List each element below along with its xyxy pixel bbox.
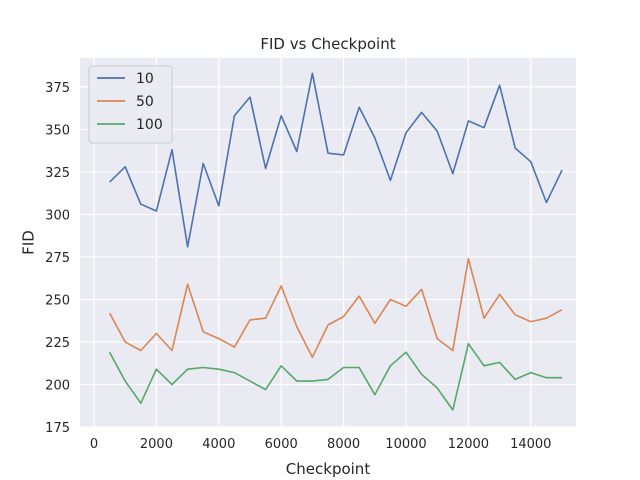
grid-lines [80,58,576,428]
y-tick-label: 175 [45,421,70,436]
x-tick-label: 2000 [140,437,173,452]
x-tick-label: 14000 [510,437,551,452]
y-tick-label: 300 [45,208,70,223]
series-line-10 [109,72,563,248]
y-axis-title: FID [20,230,38,255]
x-tick-label: 4000 [202,437,235,452]
legend-label-10: 10 [136,71,154,87]
x-axis-title: Checkpoint [286,460,371,478]
y-tick-label: 250 [45,293,70,308]
legend-label-100: 100 [136,117,163,133]
y-tick-label: 225 [45,336,70,351]
legend-label-50: 50 [136,94,154,110]
y-tick-label: 325 [45,166,70,181]
series-line-50 [108,257,563,359]
x-tick-label: 6000 [265,437,298,452]
y-tick-label: 375 [45,81,70,96]
legend: 10 50 100 [88,65,173,144]
x-axis: 0 2000 4000 6000 8000 10000 12000 14000 [90,437,552,452]
x-tick-label: 0 [90,437,98,452]
series-layer [108,72,563,411]
chart-title: FID vs Checkpoint [260,35,395,53]
x-tick-label: 8000 [327,437,360,452]
x-tick-label: 10000 [385,437,426,452]
x-tick-label: 12000 [448,437,489,452]
y-tick-label: 200 [45,378,70,393]
y-axis: 175 200 225 250 275 300 325 350 375 [45,81,70,436]
y-tick-label: 275 [45,251,70,266]
series-line-100 [108,342,562,411]
y-tick-label: 350 [45,123,70,138]
